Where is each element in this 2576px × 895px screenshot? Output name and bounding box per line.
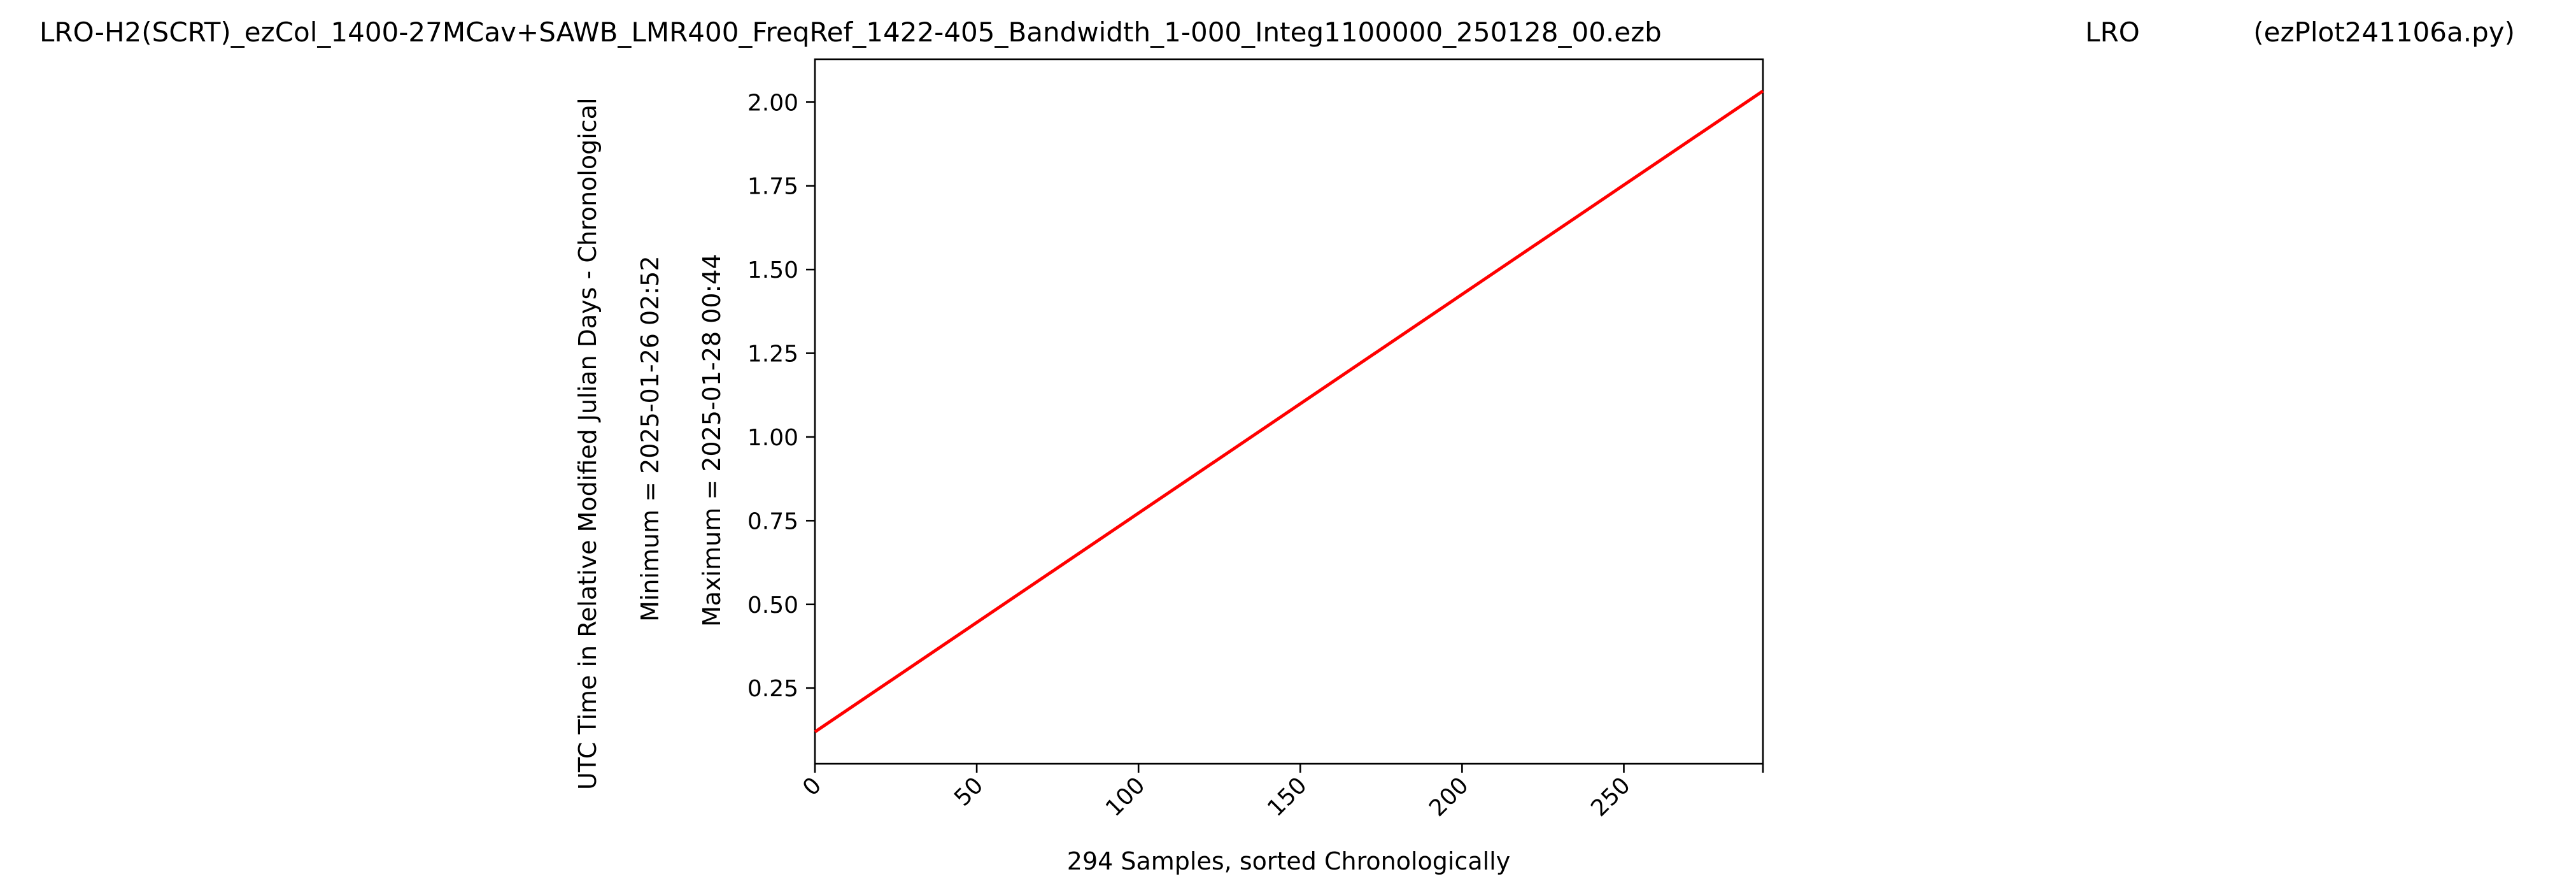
chart-title-filename: LRO-H2(SCRT)_ezCol_1400-27MCav+SAWB_LMR4… [39, 17, 1662, 48]
y-tick-label: 1.25 [747, 341, 798, 368]
plot-area: 0 50 100 150 200 250 0.25 0.50 0.75 1.00 1.25 1.50… [747, 58, 1764, 822]
y-tick-label: 0.50 [747, 592, 798, 619]
y-tick-label: 2.00 [747, 90, 798, 116]
x-tick-label: 200 [1424, 772, 1474, 822]
plot-frame [814, 58, 1764, 765]
y-axis-ticks: 0.25 0.50 0.75 1.00 1.25 1.50 1.75 2.00 [747, 90, 815, 702]
x-tick-label: 100 [1101, 772, 1150, 822]
x-tick-label: 250 [1586, 772, 1636, 822]
chart-title-station: LRO [2085, 17, 2140, 48]
series-line [814, 89, 1764, 733]
x-axis-label: 294 Samples, sorted Chronologically [1067, 847, 1510, 875]
y-tick-label: 0.25 [747, 676, 798, 702]
y-axis-maximum-label: Maximum = 2025-01-28 00:44 [698, 254, 726, 627]
y-tick-label: 0.75 [747, 508, 798, 534]
series-lines [814, 89, 1764, 733]
y-axis-minimum-label: Minimum = 2025-01-26 02:52 [636, 255, 664, 622]
chart-title-script: (ezPlot241106a.py) [2253, 17, 2515, 48]
x-tick-label: 150 [1263, 772, 1312, 822]
y-tick-label: 1.50 [747, 257, 798, 283]
y-tick-label: 1.00 [747, 425, 798, 451]
x-axis-ticks: 0 50 100 150 200 250 [798, 764, 1764, 822]
y-axis-label: UTC Time in Relative Modified Julian Day… [574, 97, 602, 790]
x-tick-label: 50 [949, 772, 988, 811]
y-tick-label: 1.75 [747, 174, 798, 200]
x-tick-label: 0 [798, 772, 826, 801]
